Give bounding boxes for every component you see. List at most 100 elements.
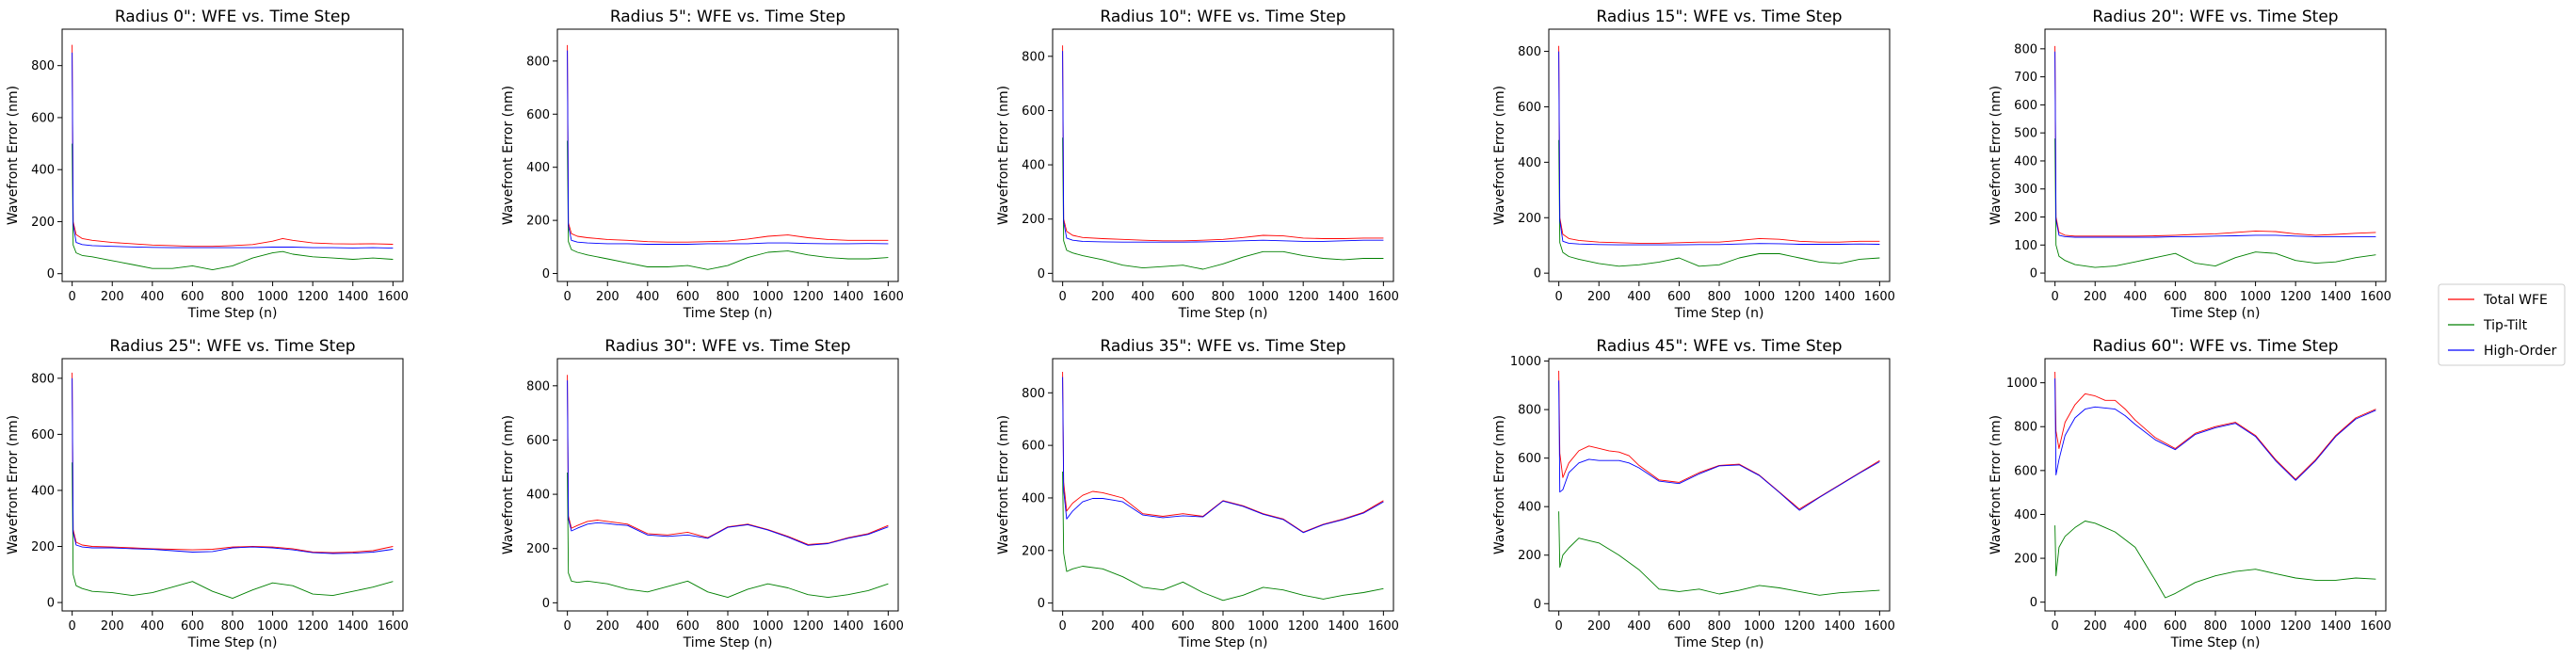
chart-panel-3: 0 200 400 600 800 1000 1200 1400 1600 0 200 400 600 8… xyxy=(996,8,1399,321)
y-tick-label: 800 xyxy=(1518,45,1541,59)
chart-panel-6: 0 200 400 600 800 1000 1200 1400 1600 0 200 400 600 8… xyxy=(6,337,409,650)
x-tick-label: 1400 xyxy=(2320,619,2351,634)
chart-panel-7: 0 200 400 600 800 1000 1200 1400 1600 0 200 400 600 8… xyxy=(501,337,904,650)
series-line-tip-tilt xyxy=(1558,139,1880,267)
x-tick-label: 1600 xyxy=(2360,290,2391,304)
x-tick-label: 1000 xyxy=(752,619,783,634)
x-tick-label: 600 xyxy=(2164,619,2187,634)
x-tick-label: 200 xyxy=(1587,290,1611,304)
series-group xyxy=(567,44,889,270)
y-tick-label: 800 xyxy=(31,372,55,386)
x-tick-label: 1200 xyxy=(298,619,329,634)
y-tick-label: 700 xyxy=(2014,71,2037,85)
x-tick-label: 1000 xyxy=(1744,619,1775,634)
x-tick-label: 800 xyxy=(2204,619,2228,634)
x-tick-label: 0 xyxy=(1555,290,1563,304)
y-tick-label: 100 xyxy=(2014,239,2037,253)
y-tick-label: 400 xyxy=(31,164,55,178)
x-tick-label: 200 xyxy=(2084,290,2107,304)
y-tick-label: 500 xyxy=(2014,127,2037,141)
chart-panel-10: 0 200 400 600 800 1000 1200 1400 1600 0 200 400 600 8… xyxy=(1988,337,2391,650)
x-axis-label: Time Step (n) xyxy=(187,635,278,650)
y-tick-label: 0 xyxy=(542,267,550,281)
legend-entry-tip-tilt: Tip-Tilt xyxy=(2448,318,2528,333)
series-line-total-wfe xyxy=(1062,371,1384,533)
x-tick-label: 200 xyxy=(596,619,620,634)
series-line-total-wfe xyxy=(567,44,889,243)
series-line-high-order xyxy=(567,50,889,245)
series-line-high-order xyxy=(567,380,889,546)
x-tick-label: 0 xyxy=(2052,290,2059,304)
y-tick-label: 400 xyxy=(1518,501,1541,515)
x-tick-label: 1600 xyxy=(1864,619,1895,634)
x-tick-label: 800 xyxy=(1708,619,1731,634)
x-tick-label: 1000 xyxy=(2240,290,2271,304)
axes-frame xyxy=(61,358,404,612)
chart-panel-5: 0 200 400 600 800 1000 1200 1400 1600 0 100 200 300 4… xyxy=(1988,8,2391,321)
y-tick-label: 600 xyxy=(2014,464,2037,478)
series-line-high-order xyxy=(1062,377,1384,534)
x-tick-label: 200 xyxy=(101,290,124,304)
y-tick-label: 600 xyxy=(526,434,550,448)
x-tick-label: 200 xyxy=(1091,619,1115,634)
x-axis-label: Time Step (n) xyxy=(1674,306,1764,321)
x-tick-label: 400 xyxy=(2123,290,2147,304)
chart-panel-4: 0 200 400 600 800 1000 1200 1400 1600 0 200 400 600 8… xyxy=(1492,8,1895,321)
x-tick-label: 800 xyxy=(221,290,245,304)
y-tick-label: 200 xyxy=(1022,213,1045,227)
series-group xyxy=(72,44,394,271)
y-tick-label: 200 xyxy=(1022,544,1045,558)
y-tick-label: 200 xyxy=(1518,212,1541,226)
series-line-high-order xyxy=(2054,51,2376,238)
x-tick-label: 1400 xyxy=(832,290,863,304)
x-tick-label: 400 xyxy=(1131,290,1154,304)
y-axis-label: Wavefront Error (nm) xyxy=(996,86,1011,225)
y-tick-label: 200 xyxy=(526,215,550,229)
x-axis-label: Time Step (n) xyxy=(1178,306,1268,321)
x-tick-label: 1200 xyxy=(1288,619,1319,634)
chart-panel-8: 0 200 400 600 800 1000 1200 1400 1600 0 200 400 600 8… xyxy=(996,337,1399,650)
x-tick-label: 1200 xyxy=(298,290,329,304)
chart-panel-1: 0 200 400 600 800 1000 1200 1400 1600 0 200 400 600 8… xyxy=(6,8,409,321)
x-tick-label: 1400 xyxy=(1328,619,1359,634)
x-tick-label: 1200 xyxy=(2280,290,2311,304)
y-axis-label: Wavefront Error (nm) xyxy=(996,415,1011,554)
y-tick-label: 400 xyxy=(526,161,550,175)
series-group xyxy=(1558,45,1880,267)
axes-frame xyxy=(1052,28,1394,282)
chart-title: Radius 15": WFE vs. Time Step xyxy=(1596,8,1842,26)
y-tick-label: 800 xyxy=(526,55,550,69)
chart-title: Radius 30": WFE vs. Time Step xyxy=(604,337,850,356)
series-line-total-wfe xyxy=(567,375,889,545)
y-axis-label: Wavefront Error (nm) xyxy=(6,415,21,554)
legend-label-high-order: High-Order xyxy=(2484,344,2557,359)
chart-panel-2: 0 200 400 600 800 1000 1200 1400 1600 0 200 400 600 8… xyxy=(501,8,904,321)
series-group xyxy=(72,372,394,600)
chart-title: Radius 35": WFE vs. Time Step xyxy=(1100,337,1345,356)
x-tick-label: 400 xyxy=(1627,290,1650,304)
y-tick-label: 800 xyxy=(2014,42,2037,56)
series-line-tip-tilt xyxy=(567,140,889,270)
x-tick-label: 600 xyxy=(181,290,204,304)
x-tick-label: 1000 xyxy=(2240,619,2271,634)
y-tick-label: 400 xyxy=(1518,156,1541,170)
x-tick-label: 800 xyxy=(1212,290,1235,304)
series-line-tip-tilt xyxy=(1062,471,1384,602)
y-tick-label: 600 xyxy=(2014,99,2037,113)
series-group xyxy=(1062,371,1384,602)
x-axis-label: Time Step (n) xyxy=(2170,306,2261,321)
x-tick-label: 400 xyxy=(2123,619,2147,634)
x-tick-label: 1000 xyxy=(1744,290,1775,304)
x-tick-label: 400 xyxy=(140,619,164,634)
x-tick-label: 1200 xyxy=(2280,619,2311,634)
series-line-tip-tilt xyxy=(72,462,394,600)
x-tick-label: 1600 xyxy=(378,290,409,304)
x-tick-label: 1200 xyxy=(793,619,824,634)
legend-frame xyxy=(2438,283,2566,366)
x-tick-label: 1600 xyxy=(1368,619,1399,634)
x-tick-label: 800 xyxy=(221,619,245,634)
x-tick-label: 1600 xyxy=(2360,619,2391,634)
y-tick-label: 0 xyxy=(2030,267,2037,281)
y-tick-label: 0 xyxy=(1038,267,1045,281)
